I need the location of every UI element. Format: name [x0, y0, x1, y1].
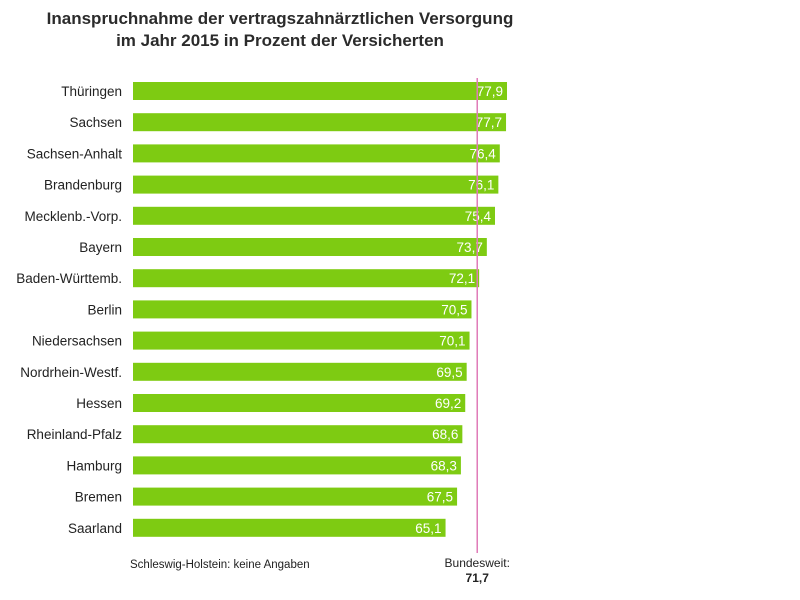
category-label: Hamburg — [66, 458, 122, 473]
bar-niedersachsen — [133, 331, 470, 350]
bar-baden-württemb- — [133, 269, 480, 288]
bar-berlin — [133, 300, 472, 319]
bar-bayern — [133, 238, 487, 256]
value-label: 77,9 — [477, 84, 503, 99]
category-label: Nordrhein-Westf. — [20, 365, 122, 380]
category-label: Bremen — [75, 490, 122, 505]
footnote: Schleswig-Holstein: keine Angaben — [130, 559, 310, 571]
category-label: Brandenburg — [44, 178, 122, 193]
category-label: Baden-Württemb. — [16, 271, 122, 286]
bar-sachsen-anhalt — [133, 144, 500, 163]
category-label: Rheinland-Pfalz — [27, 427, 123, 442]
chart-title-line-2: im Jahr 2015 in Prozent der Versicherten — [116, 31, 444, 50]
value-label: 72,1 — [449, 271, 475, 286]
bar-mecklenb-vorp- — [133, 206, 495, 225]
reference-line-caption: Bundesweit: — [444, 556, 510, 570]
value-label: 69,2 — [435, 396, 461, 411]
value-label: 73,7 — [457, 240, 483, 255]
bars-layer — [133, 82, 507, 537]
reference-line-value: 71,7 — [465, 571, 489, 585]
labels-layer: Thüringen 77,9 Sachsen 77,7 Sachsen-Anhalt 76… — [16, 84, 503, 536]
value-label: 70,5 — [441, 302, 467, 317]
bar-brandenburg — [133, 175, 499, 194]
value-label: 69,5 — [436, 365, 462, 380]
value-label: 65,1 — [415, 521, 441, 536]
category-label: Mecklenb.-Vorp. — [24, 209, 122, 224]
category-label: Thüringen — [61, 84, 122, 99]
bar-sachsen — [133, 113, 507, 132]
chart-title-line-1: Inanspruchnahme der vertragszahnärztlich… — [46, 9, 514, 28]
bar-rheinland-pfalz — [133, 425, 463, 444]
category-label: Hessen — [76, 396, 122, 411]
bar-saarland — [133, 518, 446, 537]
value-label: 75,4 — [465, 209, 492, 224]
category-label: Saarland — [68, 521, 122, 536]
value-label: 68,6 — [432, 427, 458, 442]
bar-nordrhein-westf- — [133, 362, 467, 381]
value-label: 70,1 — [439, 334, 465, 349]
category-label: Sachsen — [69, 115, 122, 130]
category-label: Bayern — [79, 240, 122, 255]
value-label: 76,1 — [468, 178, 494, 193]
chart-title: Inanspruchnahme der vertragszahnärztlich… — [20, 8, 540, 52]
value-label: 68,3 — [431, 458, 457, 473]
value-label: 67,5 — [427, 490, 453, 505]
category-label: Berlin — [87, 302, 122, 317]
value-label: 77,7 — [476, 115, 502, 130]
category-label: Sachsen-Anhalt — [27, 146, 123, 161]
bar-bremen — [133, 487, 458, 506]
value-label: 76,4 — [470, 146, 497, 161]
bar-hamburg — [133, 456, 461, 475]
bar-hessen — [133, 394, 466, 412]
category-label: Niedersachsen — [32, 334, 122, 349]
reference-line-label: Bundesweit: 71,7 — [422, 556, 532, 586]
bar-thüringen — [133, 82, 507, 100]
